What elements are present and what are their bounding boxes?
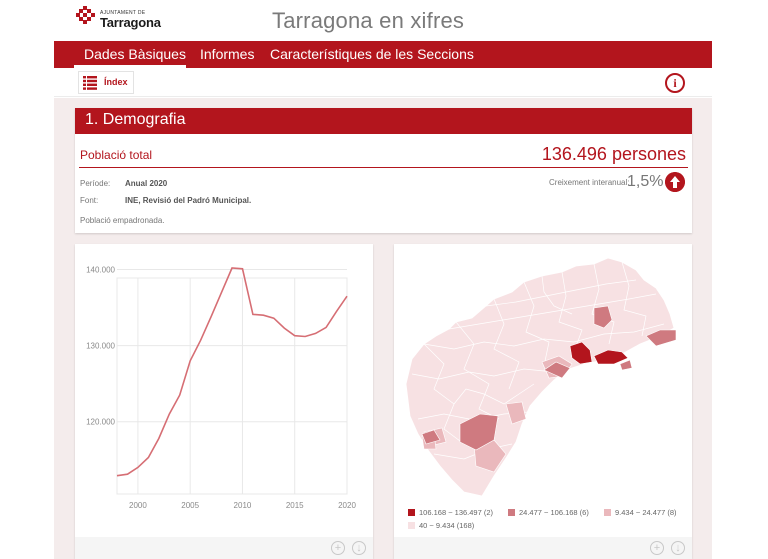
map-region-c2 (459, 413, 499, 451)
divider (79, 167, 688, 168)
tarragona-sections-map (405, 257, 677, 497)
map-region-c1 (569, 341, 593, 365)
period-key: Període: (80, 179, 111, 188)
map-card-footer: + ↓ (394, 537, 692, 559)
legend-swatch (508, 509, 515, 516)
y-tick-label: 130.000 (86, 342, 115, 351)
source-key: Font: (80, 196, 99, 205)
site-title: Tarragona en xifres (272, 8, 465, 33)
stat-value: 136.496 persones (541, 144, 686, 164)
nav-dades-basiques[interactable]: Dades Bàsiques (84, 46, 186, 62)
section-title: 1. Demografia (75, 108, 692, 134)
plot-frame (116, 277, 348, 495)
map-region-c2 (619, 359, 633, 371)
population-line-chart: 140.000 130.000 120.000 2000 2005 2010 2015 202… (86, 266, 356, 510)
toolbar: Índex i (54, 68, 712, 97)
legend-item: 24.477 ~ 106.168 (6) (508, 508, 608, 518)
x-tick-label: 2015 (286, 501, 304, 510)
legend-item: 106.168 ~ 136.497 (2) (408, 508, 508, 518)
legend-label: 40 ~ 9.434 (168) (419, 521, 475, 530)
legend-label: 9.434 ~ 24.477 (8) (615, 508, 677, 517)
map-region-c2 (593, 305, 613, 329)
nav-caracteristiques-seccions[interactable]: Característiques de les Seccions (270, 46, 474, 62)
period-value: Anual 2020 (125, 179, 168, 188)
map-card: 106.168 ~ 136.497 (2) 24.477 ~ 106.168 (… (394, 244, 692, 559)
nav-informes[interactable]: Informes (200, 46, 255, 62)
y-tick-label: 140.000 (86, 266, 115, 275)
download-icon[interactable]: ↓ (352, 541, 366, 555)
x-tick-label: 2010 (234, 501, 252, 510)
x-tick-label: 2020 (338, 501, 356, 510)
stat-label: Població total (80, 148, 153, 162)
main-nav: Dades Bàsiques Informes Característiques… (54, 41, 712, 68)
legend-label: 106.168 ~ 136.497 (2) (419, 508, 494, 517)
x-tick-label: 2000 (129, 501, 147, 510)
logo-title: Tarragona (100, 15, 161, 30)
index-button[interactable]: Índex (78, 71, 134, 94)
legend-label: 24.477 ~ 106.168 (6) (519, 508, 589, 517)
zoom-in-icon[interactable]: + (650, 541, 664, 555)
population-series-line (116, 267, 348, 477)
legend-item: 9.434 ~ 24.477 (8) (604, 508, 689, 518)
arrow-up-icon (665, 172, 685, 192)
nav-active-indicator (74, 65, 186, 68)
growth-label: Creixement interanual: (549, 178, 630, 187)
map-region-c3 (505, 401, 527, 425)
index-label: Índex (104, 77, 128, 87)
map-region-c2 (421, 429, 441, 445)
tarragona-logo-icon (76, 6, 95, 24)
legend-swatch (408, 522, 415, 529)
chart-card-footer: + ↓ (75, 537, 373, 559)
map-region-c1 (593, 349, 629, 365)
note: Població empadronada. (80, 216, 165, 225)
logo[interactable]: Ajuntament de Tarragona (76, 6, 176, 30)
list-icon (83, 76, 97, 90)
growth-value: 1,5% (627, 173, 664, 190)
legend-item: 40 ~ 9.434 (168) (408, 521, 508, 531)
legend-swatch (604, 509, 611, 516)
x-tick-label: 2005 (181, 501, 199, 510)
source-value: INE, Revisió del Padró Municipal. (125, 196, 252, 205)
map-region-c2 (543, 361, 571, 379)
zoom-in-icon[interactable]: + (331, 541, 345, 555)
download-icon[interactable]: ↓ (671, 541, 685, 555)
demografia-card: 1. Demografia Població total 136.496 per… (75, 108, 692, 233)
map-region-c2 (645, 329, 677, 347)
logo-subtitle: Ajuntament de (100, 10, 146, 16)
population-chart-card: 140.000 130.000 120.000 2000 2005 2010 2015 202… (75, 244, 373, 559)
legend-swatch (408, 509, 415, 516)
y-tick-label: 120.000 (86, 418, 115, 427)
info-icon[interactable]: i (665, 73, 685, 93)
